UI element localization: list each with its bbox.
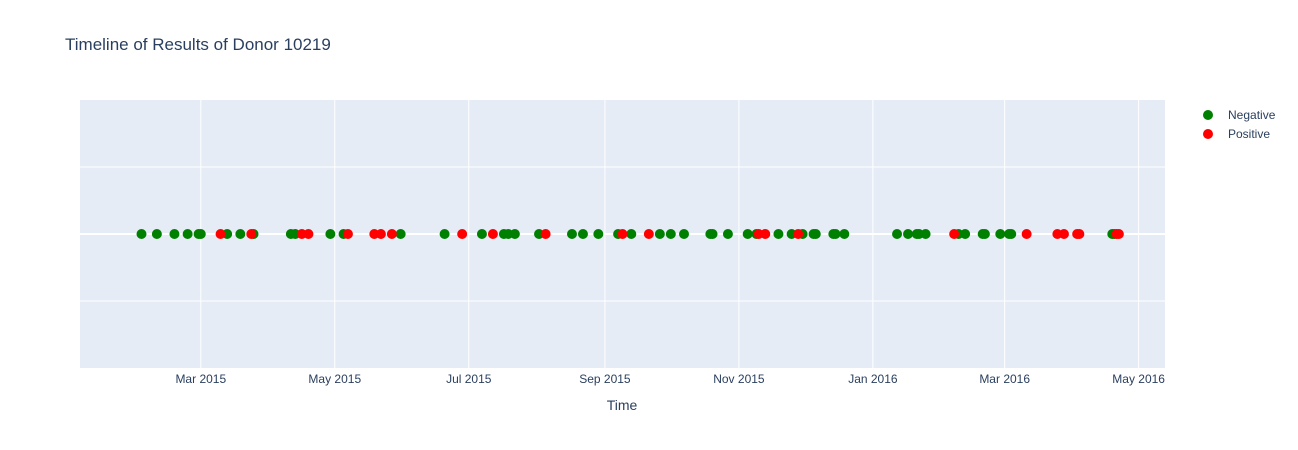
marker-negative[interactable]: [892, 229, 903, 239]
marker-positive[interactable]: [949, 229, 960, 239]
marker-negative[interactable]: [395, 229, 406, 239]
marker-positive[interactable]: [375, 229, 386, 239]
marker-negative[interactable]: [903, 229, 914, 239]
marker-negative[interactable]: [742, 229, 753, 239]
marker-negative[interactable]: [235, 229, 246, 239]
marker-negative[interactable]: [195, 229, 206, 239]
x-axis-label: Time: [607, 397, 638, 413]
marker-negative[interactable]: [439, 229, 450, 239]
legend-label-positive[interactable]: Positive: [1228, 127, 1270, 141]
x-tick-label: Jan 2016: [848, 372, 898, 386]
marker-positive[interactable]: [540, 229, 551, 239]
marker-positive[interactable]: [793, 229, 804, 239]
marker-negative[interactable]: [577, 229, 588, 239]
marker-negative[interactable]: [1006, 229, 1017, 239]
marker-positive[interactable]: [617, 229, 628, 239]
marker-negative[interactable]: [626, 229, 637, 239]
marker-negative[interactable]: [773, 229, 784, 239]
marker-negative[interactable]: [325, 229, 336, 239]
marker-positive[interactable]: [1021, 229, 1032, 239]
legend-marker-negative[interactable]: [1203, 110, 1213, 120]
marker-positive[interactable]: [457, 229, 468, 239]
marker-positive[interactable]: [215, 229, 226, 239]
marker-positive[interactable]: [643, 229, 654, 239]
marker-negative[interactable]: [593, 229, 604, 239]
marker-positive[interactable]: [760, 229, 771, 239]
x-tick-label: Mar 2015: [175, 372, 226, 386]
marker-negative[interactable]: [665, 229, 676, 239]
marker-negative[interactable]: [979, 229, 990, 239]
marker-negative[interactable]: [920, 229, 931, 239]
marker-negative[interactable]: [654, 229, 665, 239]
marker-negative[interactable]: [566, 229, 577, 239]
x-tick-labels: Mar 2015 May 2015 Jul 2015 Sep 2015 Nov 2015…: [175, 372, 1165, 386]
marker-negative[interactable]: [995, 229, 1006, 239]
marker-negative[interactable]: [839, 229, 850, 239]
marker-negative[interactable]: [136, 229, 147, 239]
marker-negative[interactable]: [830, 229, 841, 239]
x-tick-label: Mar 2016: [979, 372, 1030, 386]
marker-positive[interactable]: [1113, 229, 1124, 239]
marker-positive[interactable]: [1058, 229, 1069, 239]
marker-negative[interactable]: [169, 229, 180, 239]
legend-label-negative[interactable]: Negative: [1228, 108, 1276, 122]
marker-positive[interactable]: [386, 229, 397, 239]
x-tick-label: Jul 2015: [446, 372, 492, 386]
x-tick-label: May 2016: [1112, 372, 1165, 386]
legend[interactable]: Negative Positive: [1203, 108, 1276, 141]
marker-negative[interactable]: [151, 229, 162, 239]
chart-title: Timeline of Results of Donor 10219: [65, 35, 331, 54]
marker-negative[interactable]: [509, 229, 520, 239]
marker-negative[interactable]: [678, 229, 689, 239]
marker-positive[interactable]: [342, 229, 353, 239]
marker-positive[interactable]: [1074, 229, 1085, 239]
x-tick-label: Nov 2015: [713, 372, 765, 386]
marker-negative[interactable]: [707, 229, 718, 239]
marker-negative[interactable]: [476, 229, 487, 239]
marker-positive[interactable]: [487, 229, 498, 239]
x-tick-label: May 2015: [308, 372, 361, 386]
marker-positive[interactable]: [303, 229, 314, 239]
marker-negative[interactable]: [810, 229, 821, 239]
x-tick-label: Sep 2015: [579, 372, 631, 386]
marker-negative[interactable]: [960, 229, 971, 239]
marker-negative[interactable]: [722, 229, 733, 239]
legend-marker-positive[interactable]: [1203, 129, 1213, 139]
marker-positive[interactable]: [246, 229, 257, 239]
data-markers: [136, 229, 1124, 239]
marker-negative[interactable]: [182, 229, 193, 239]
